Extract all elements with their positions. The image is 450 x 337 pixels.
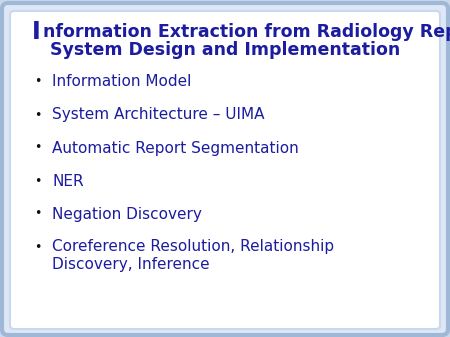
Text: •: •: [34, 142, 42, 154]
Text: NER: NER: [52, 174, 84, 188]
Text: nformation Extraction from Radiology Reports:: nformation Extraction from Radiology Rep…: [43, 23, 450, 41]
Text: I: I: [32, 20, 41, 44]
FancyBboxPatch shape: [10, 11, 440, 329]
Text: •: •: [34, 75, 42, 89]
Text: Negation Discovery: Negation Discovery: [52, 207, 202, 221]
Text: Automatic Report Segmentation: Automatic Report Segmentation: [52, 141, 299, 155]
Text: •: •: [34, 208, 42, 220]
Text: •: •: [34, 109, 42, 122]
Text: Discovery, Inference: Discovery, Inference: [52, 257, 210, 273]
Text: Information Model: Information Model: [52, 74, 191, 90]
Text: Coreference Resolution, Relationship: Coreference Resolution, Relationship: [52, 240, 334, 254]
Text: System Architecture – UIMA: System Architecture – UIMA: [52, 108, 265, 123]
FancyBboxPatch shape: [2, 3, 448, 335]
Text: System Design and Implementation: System Design and Implementation: [50, 41, 400, 59]
Text: •: •: [34, 241, 42, 253]
Text: •: •: [34, 175, 42, 187]
